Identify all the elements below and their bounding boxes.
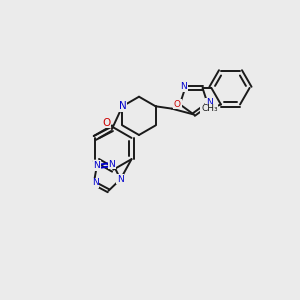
Text: N: N <box>118 101 126 111</box>
Text: N: N <box>109 160 116 169</box>
Text: N: N <box>92 178 98 188</box>
Text: CH₃: CH₃ <box>201 104 218 113</box>
Text: N: N <box>117 175 124 184</box>
Text: N: N <box>180 82 187 91</box>
Text: N: N <box>93 161 100 170</box>
Text: O: O <box>174 100 181 109</box>
Text: N: N <box>206 98 213 107</box>
Text: O: O <box>103 118 111 128</box>
